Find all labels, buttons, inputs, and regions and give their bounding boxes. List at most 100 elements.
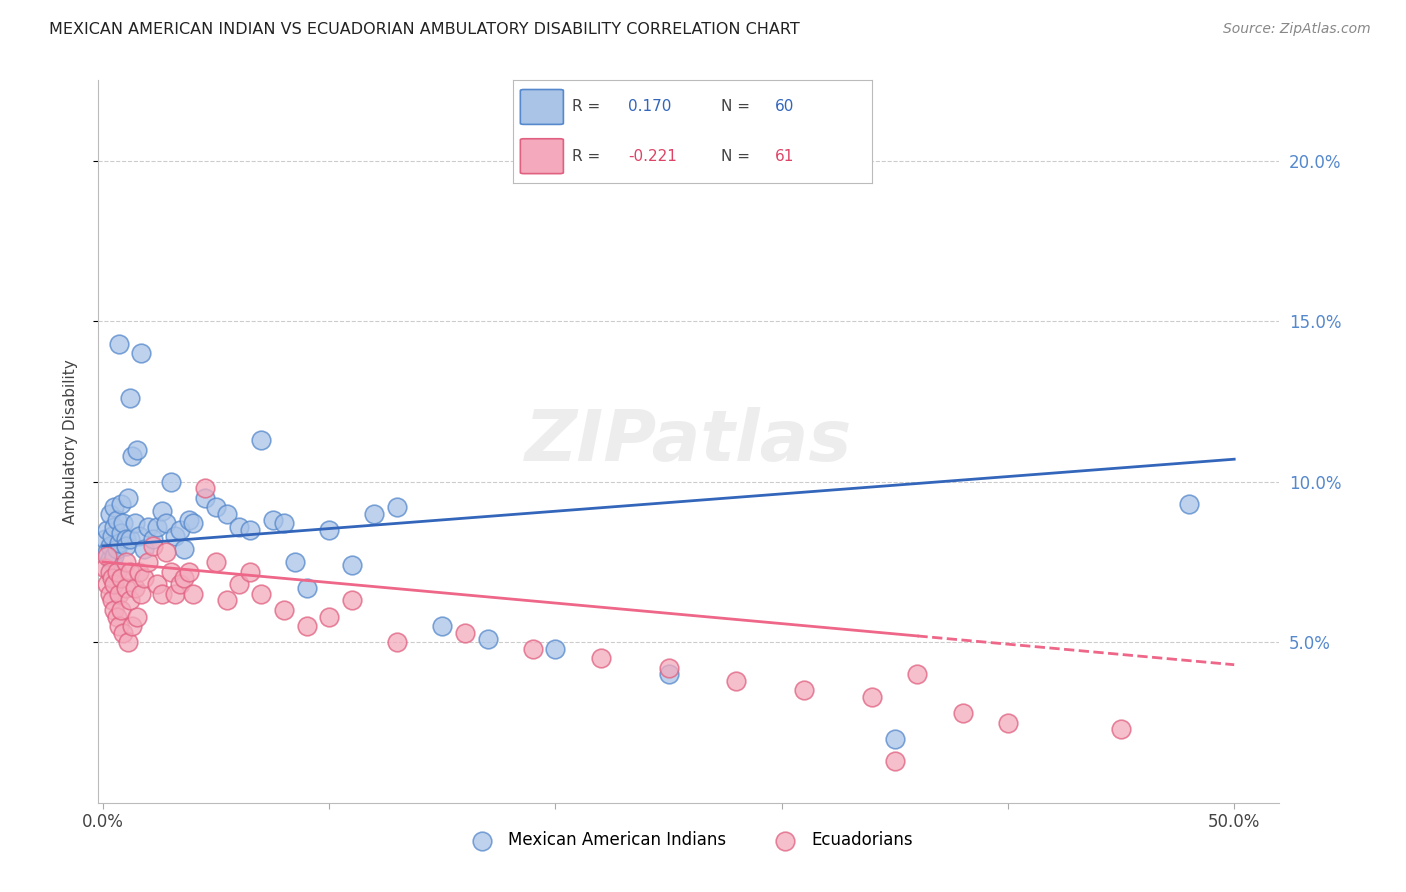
Point (117, 635, 139, 649)
Point (883, 754, 905, 768)
Point (250, 433, 273, 447)
Point (103, 549, 125, 563)
Point (205, 500, 228, 515)
Point (120, 391, 142, 405)
Point (131, 346, 153, 360)
Point (110, 603, 132, 617)
Point (142, 533, 165, 547)
Point (183, 587, 205, 601)
Point (155, 516, 177, 531)
Point (120, 593, 142, 607)
Point (883, 731, 905, 746)
Point (124, 581, 146, 595)
Y-axis label: Ambulatory Disability: Ambulatory Disability (63, 359, 77, 524)
Point (101, 593, 124, 607)
Point (96, 523, 118, 537)
Point (132, 542, 155, 557)
Point (860, 690, 883, 704)
Point (105, 542, 128, 557)
Point (183, 516, 205, 531)
Point (725, 673, 748, 688)
Point (169, 523, 191, 537)
Point (454, 625, 477, 640)
Point (284, 555, 307, 569)
Point (658, 661, 681, 675)
Point (124, 516, 146, 531)
Point (165, 529, 187, 543)
Point (340, 558, 363, 573)
Point (121, 449, 143, 463)
Point (125, 442, 148, 457)
Point (96, 545, 118, 559)
Point (228, 577, 250, 591)
Point (239, 565, 262, 579)
Point (103, 577, 125, 591)
Point (101, 529, 124, 543)
Point (142, 539, 165, 553)
Point (1178, 497, 1201, 511)
Text: 0.170: 0.170 (628, 99, 671, 114)
Point (273, 603, 295, 617)
Point (250, 587, 273, 601)
Point (107, 336, 129, 351)
Point (98, 539, 121, 553)
Point (110, 497, 132, 511)
Point (589, 651, 612, 665)
Point (96, 577, 118, 591)
Point (120, 565, 142, 579)
Point (544, 641, 567, 656)
Point (114, 555, 136, 569)
Point (112, 625, 135, 640)
Point (103, 603, 125, 617)
Point (228, 519, 250, 533)
Text: 61: 61 (775, 149, 794, 164)
Point (340, 593, 363, 607)
Point (295, 619, 318, 633)
Point (205, 555, 228, 569)
Text: ZIPatlas: ZIPatlas (526, 407, 852, 476)
Point (128, 565, 150, 579)
Point (101, 555, 124, 569)
Point (239, 523, 262, 537)
Point (103, 519, 125, 533)
Point (125, 609, 148, 624)
Point (150, 503, 173, 517)
Point (98, 551, 121, 566)
Point (295, 581, 318, 595)
Point (155, 545, 177, 559)
Text: R =: R = (572, 99, 600, 114)
Point (385, 635, 408, 649)
Point (136, 555, 159, 569)
Point (103, 500, 125, 515)
Point (318, 609, 340, 624)
Point (194, 481, 217, 495)
Point (110, 571, 132, 585)
Point (385, 500, 408, 515)
Text: N =: N = (721, 149, 751, 164)
Point (105, 513, 128, 527)
Point (114, 533, 136, 547)
Point (107, 535, 129, 549)
Point (363, 507, 385, 521)
Point (432, 619, 454, 633)
Point (150, 587, 173, 601)
Text: MEXICAN AMERICAN INDIAN VS ECUADORIAN AMBULATORY DISABILITY CORRELATION CHART: MEXICAN AMERICAN INDIAN VS ECUADORIAN AM… (49, 22, 800, 37)
Point (273, 516, 295, 531)
Point (96, 549, 118, 563)
Point (146, 519, 169, 533)
Point (159, 565, 181, 579)
Point (94, 561, 117, 575)
Point (477, 632, 499, 646)
Point (107, 619, 129, 633)
Point (136, 519, 159, 533)
Point (217, 507, 239, 521)
Point (94, 533, 117, 547)
Point (128, 529, 150, 543)
Point (173, 571, 195, 585)
Point (177, 565, 200, 579)
Point (262, 513, 284, 527)
Text: Source: ZipAtlas.com: Source: ZipAtlas.com (1223, 22, 1371, 37)
Point (165, 587, 187, 601)
Point (117, 491, 139, 505)
Point (1109, 722, 1132, 736)
